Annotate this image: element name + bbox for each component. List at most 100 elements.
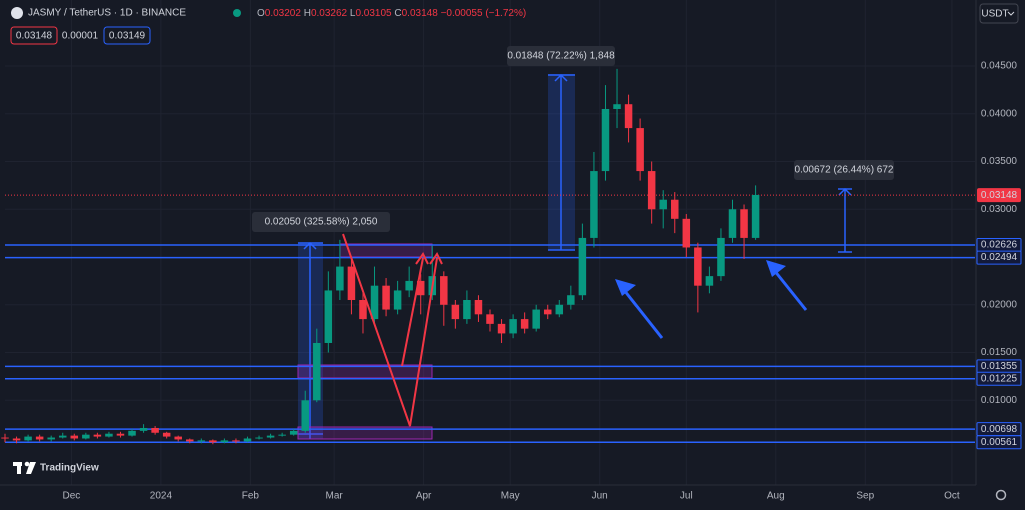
candle-body (105, 433, 113, 437)
candle-body (647, 171, 656, 210)
arrow (622, 289, 664, 339)
symbol[interactable]: JASMY / TetherUS · 1D · BINANCE (28, 8, 186, 19)
candle-body (82, 434, 90, 439)
candle-body (347, 266, 356, 301)
candle-body (405, 280, 413, 291)
candle-body (116, 433, 125, 436)
candle-body (509, 319, 517, 334)
candle-body (451, 304, 460, 320)
y-tick-label: 0.01000 (981, 395, 1018, 406)
measure-label: 0.00672 (26.44%) 672 (795, 165, 894, 176)
candle-body (520, 319, 529, 329)
candle-body (1, 437, 9, 439)
x-tick-label: 2024 (150, 491, 173, 502)
candle-body (128, 430, 136, 436)
value: 0.03105 (355, 8, 392, 19)
candle-body (313, 342, 321, 401)
candle-body (58, 435, 67, 438)
candle-body (186, 439, 194, 442)
candle-body (567, 295, 575, 305)
candle-body (671, 199, 679, 219)
change: −0.00055 (−1.72%) (441, 8, 527, 19)
ask: 0.03149 (109, 31, 146, 42)
x-tick-label: Apr (416, 491, 432, 502)
measure-label: 0.01848 (72.22%) 1,848 (507, 51, 615, 62)
symbol-logo (11, 7, 23, 19)
level-label: 0.00561 (981, 437, 1018, 448)
arrowhead (766, 260, 786, 277)
candle-body (382, 285, 390, 310)
axes: 0.04500 0.04000 0.03500 0.03000 0.02000 0.015… (63, 61, 1022, 502)
candle-body (162, 432, 171, 437)
candle-body (601, 108, 610, 172)
bid: 0.03148 (16, 31, 53, 42)
level-label: 0.01225 (981, 373, 1018, 384)
measure-label: 0.02050 (325.58%) 2,050 (265, 217, 378, 228)
level-label: 0.02626 (981, 240, 1018, 251)
caret (1007, 11, 1015, 16)
buy-button[interactable] (103, 26, 151, 45)
candle-body (728, 209, 737, 238)
x-tick-label: Aug (767, 491, 785, 502)
candle-body (289, 430, 298, 435)
level-label: 0.02494 (981, 252, 1018, 263)
candle-body (740, 209, 748, 238)
label: L (350, 8, 356, 19)
label: C (394, 8, 401, 19)
x-tick-label: Oct (944, 491, 960, 502)
x-tick-label: Jul (680, 491, 693, 502)
drawing (342, 233, 443, 427)
candle-body (232, 440, 240, 442)
value: 0.03262 (311, 8, 348, 19)
x-tick-label: Dec (63, 491, 81, 502)
candle-body (174, 436, 182, 440)
candle-body (705, 276, 714, 286)
levels (5, 194, 975, 443)
last-price-box (977, 188, 1021, 203)
arrowhead (615, 279, 636, 296)
y-tick-label: 0.03500 (981, 156, 1018, 167)
candle-body (243, 438, 252, 442)
candle-body (694, 247, 702, 286)
brand-logo (24, 461, 30, 467)
candle-body (636, 128, 644, 172)
y-tick-label: 0.03000 (981, 204, 1018, 215)
currency-button[interactable] (979, 3, 1019, 24)
y-tick-label: 0.01500 (981, 347, 1018, 358)
candle-body (255, 437, 263, 439)
x-tick-label: May (501, 491, 520, 502)
candle-body (70, 435, 79, 439)
candle-body (555, 304, 564, 315)
zone (297, 426, 433, 440)
level-box (976, 371, 1022, 386)
candle-body (35, 436, 44, 440)
candle-body (578, 237, 587, 296)
candle-body (393, 290, 402, 310)
candle-body (613, 104, 621, 109)
candle-body (486, 314, 494, 324)
candle-body (151, 427, 159, 433)
level-label: 0.01355 (981, 361, 1018, 372)
level-box (976, 250, 1022, 265)
candle-body (220, 440, 229, 443)
candle-body (590, 171, 598, 238)
candle-body (209, 440, 217, 443)
candle-body (463, 300, 471, 320)
zone (297, 364, 433, 379)
settings-icon[interactable] (995, 489, 1007, 501)
candle-body (47, 437, 55, 440)
candle-body (197, 440, 206, 442)
x-tick-label: Jun (592, 491, 608, 502)
sell-button[interactable] (10, 26, 58, 45)
y-tick-label: 0.04000 (981, 108, 1018, 119)
measure-label-box (507, 46, 615, 66)
candle-body (717, 237, 725, 277)
market-status (233, 9, 241, 17)
candle-body (532, 309, 540, 329)
candle-body (336, 266, 344, 291)
label: H (304, 8, 311, 19)
candle-body (370, 285, 379, 320)
candle-body (324, 290, 333, 343)
last-price-label: 0.03148 (981, 190, 1018, 201)
